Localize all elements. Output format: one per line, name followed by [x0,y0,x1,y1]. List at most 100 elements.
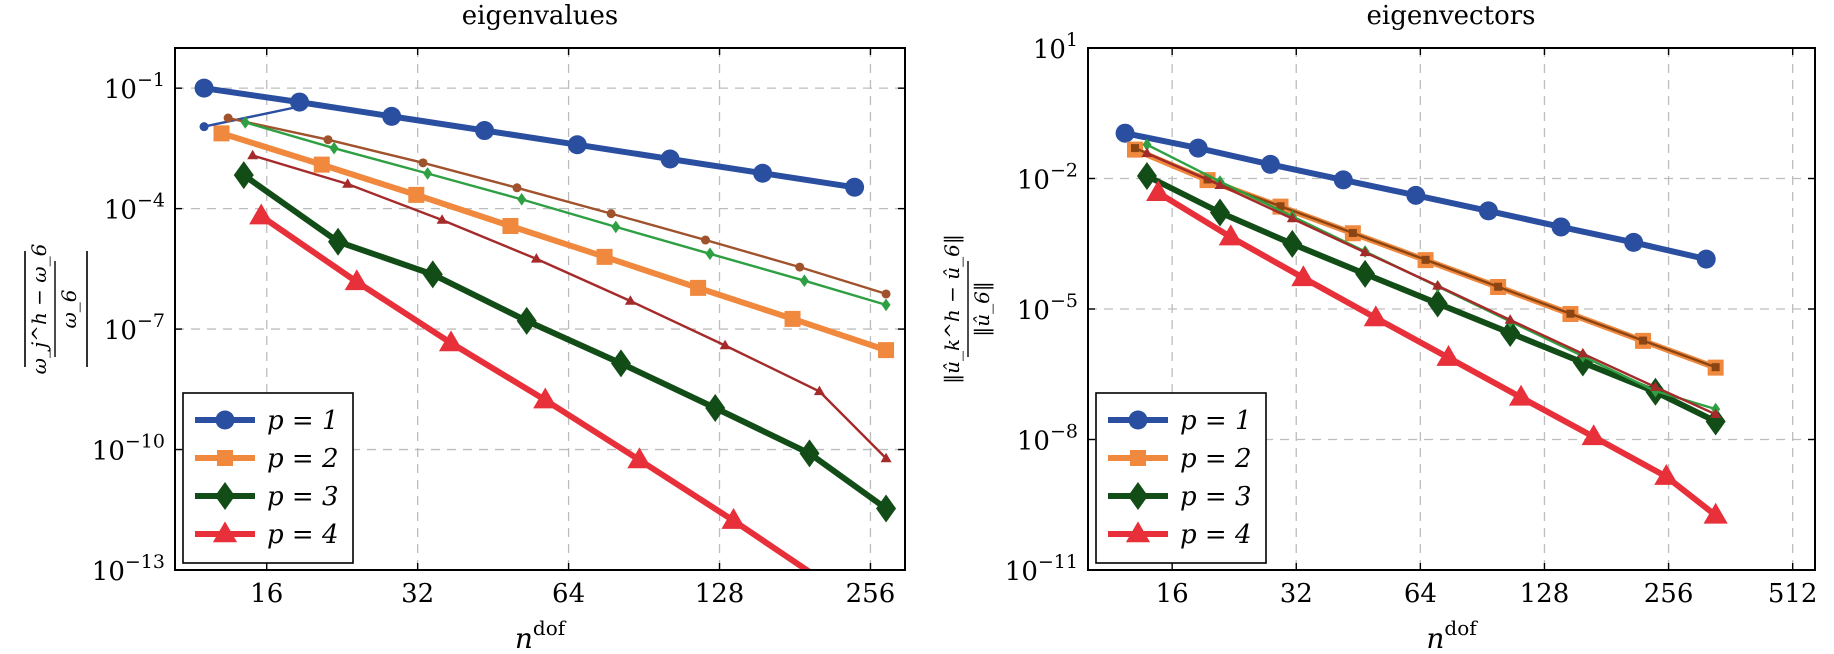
data-point [1348,228,1357,237]
series-line [244,121,887,307]
data-point [502,217,519,234]
data-point [700,235,710,245]
chart-panel-2: eigenvectors 16 32 64 128 256 512 10−11 10−8 10−5… [940,1,1817,654]
legend-marker [215,482,235,510]
x-axis-label: ndof [515,616,567,654]
data-point [1218,224,1243,246]
data-point [1504,314,1516,324]
data-point [213,125,230,142]
data-point [1188,138,1208,158]
data-point [1406,185,1426,205]
data-point [705,247,715,261]
data-point [813,385,825,396]
data-point [705,394,726,423]
data-point [606,209,616,219]
x-tick-label: 32 [1280,579,1313,609]
data-point [323,135,333,145]
y-tick-label: 10−4 [104,190,165,226]
plot-frame [1087,47,1816,571]
data-point [1355,259,1376,288]
grid [175,48,905,570]
data-point [240,116,250,129]
x-tick-label: 256 [1644,579,1694,609]
data-point [1494,282,1503,291]
y-tick-label: 10−10 [92,431,165,467]
data-point [815,571,839,592]
legend-marker [1125,521,1151,543]
data-point [475,121,495,141]
data-point [1142,138,1152,151]
data-point [1711,363,1720,372]
legend-label: p = 4 [1180,520,1252,550]
data-point [1436,345,1461,366]
x-tick-label: 64 [1404,579,1437,609]
y-tick-label: 101 [1033,29,1078,65]
data-point [516,306,537,335]
series-line [1146,143,1717,411]
data-point [533,387,558,409]
data-point [1130,144,1139,153]
data-point [342,178,354,188]
data-point [1333,170,1353,190]
data-point [1432,280,1444,290]
y-axis-label-numerator: ‖û_k^h − û_6‖ [940,234,965,384]
series-line [227,116,887,296]
legend: p = 1 p = 2 p = 3 p = 4 [1095,392,1267,564]
data-point [624,295,636,305]
data-point [1421,255,1430,264]
y-tick-label: 10−7 [104,310,165,346]
data-point [1710,408,1722,419]
data-point [1209,198,1230,227]
data-point [422,260,443,289]
legend-item: p = 4 [195,520,339,550]
plot-frame [174,47,906,571]
data-point [567,135,587,155]
data-point [845,177,865,197]
y-tick-label: 10−11 [1005,551,1078,587]
data-point [784,310,801,327]
y-axis-label-denominator: ‖û_6‖ [970,281,995,337]
data-point [1427,289,1448,318]
legend-label: p = 2 [1180,444,1252,474]
series-line [203,105,300,128]
data-point [438,330,464,352]
legend-label: p = 1 [267,406,339,436]
chart-panel-1: eigenvalues 16 32 64 128 256 10−13 10−10 10−7 10−… [24,1,906,654]
y-tick-label: 10−2 [1017,160,1078,196]
data-point [1276,202,1285,211]
series-p=3-ref [1141,147,1722,419]
data-point [517,193,527,206]
data-point [627,447,652,469]
data-point [660,149,680,169]
series-line [220,130,888,353]
data-point [418,158,428,168]
legend-item: p = 2 [1108,444,1252,474]
data-point [1705,407,1726,436]
data-point [881,289,891,299]
legend-item: p = 3 [195,482,339,512]
x-axis-label: ndof [1426,616,1478,654]
legend: p = 1 p = 2 p = 3 p = 4 [182,392,354,564]
x-tick-label: 256 [846,579,896,609]
legend-label: p = 3 [1180,482,1252,512]
x-tick-label: 128 [695,579,745,609]
data-point [881,298,891,312]
data-point [1508,384,1534,406]
data-point [436,214,448,224]
data-point [408,186,425,203]
data-point [1478,201,1498,221]
data-point [880,452,892,463]
data-point [194,78,214,98]
y-tick-label: 10−8 [1017,421,1078,457]
legend-item: p = 1 [195,406,339,436]
data-point [247,149,259,160]
data-point [328,227,349,256]
data-point [249,203,274,225]
data-point [1551,217,1571,237]
series-p=2 [213,125,895,359]
data-point [1286,212,1298,223]
data-point [1696,249,1716,269]
y-axis-label-denominator: ω_6 [57,289,81,328]
data-point [295,101,305,111]
data-point [1566,309,1575,318]
